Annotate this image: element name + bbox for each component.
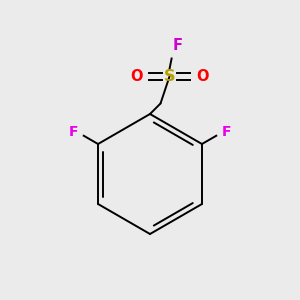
Text: O: O <box>130 69 142 84</box>
Text: F: F <box>173 38 183 52</box>
Text: F: F <box>222 125 232 139</box>
Text: F: F <box>68 125 78 139</box>
Text: S: S <box>164 69 175 84</box>
Text: O: O <box>196 69 209 84</box>
